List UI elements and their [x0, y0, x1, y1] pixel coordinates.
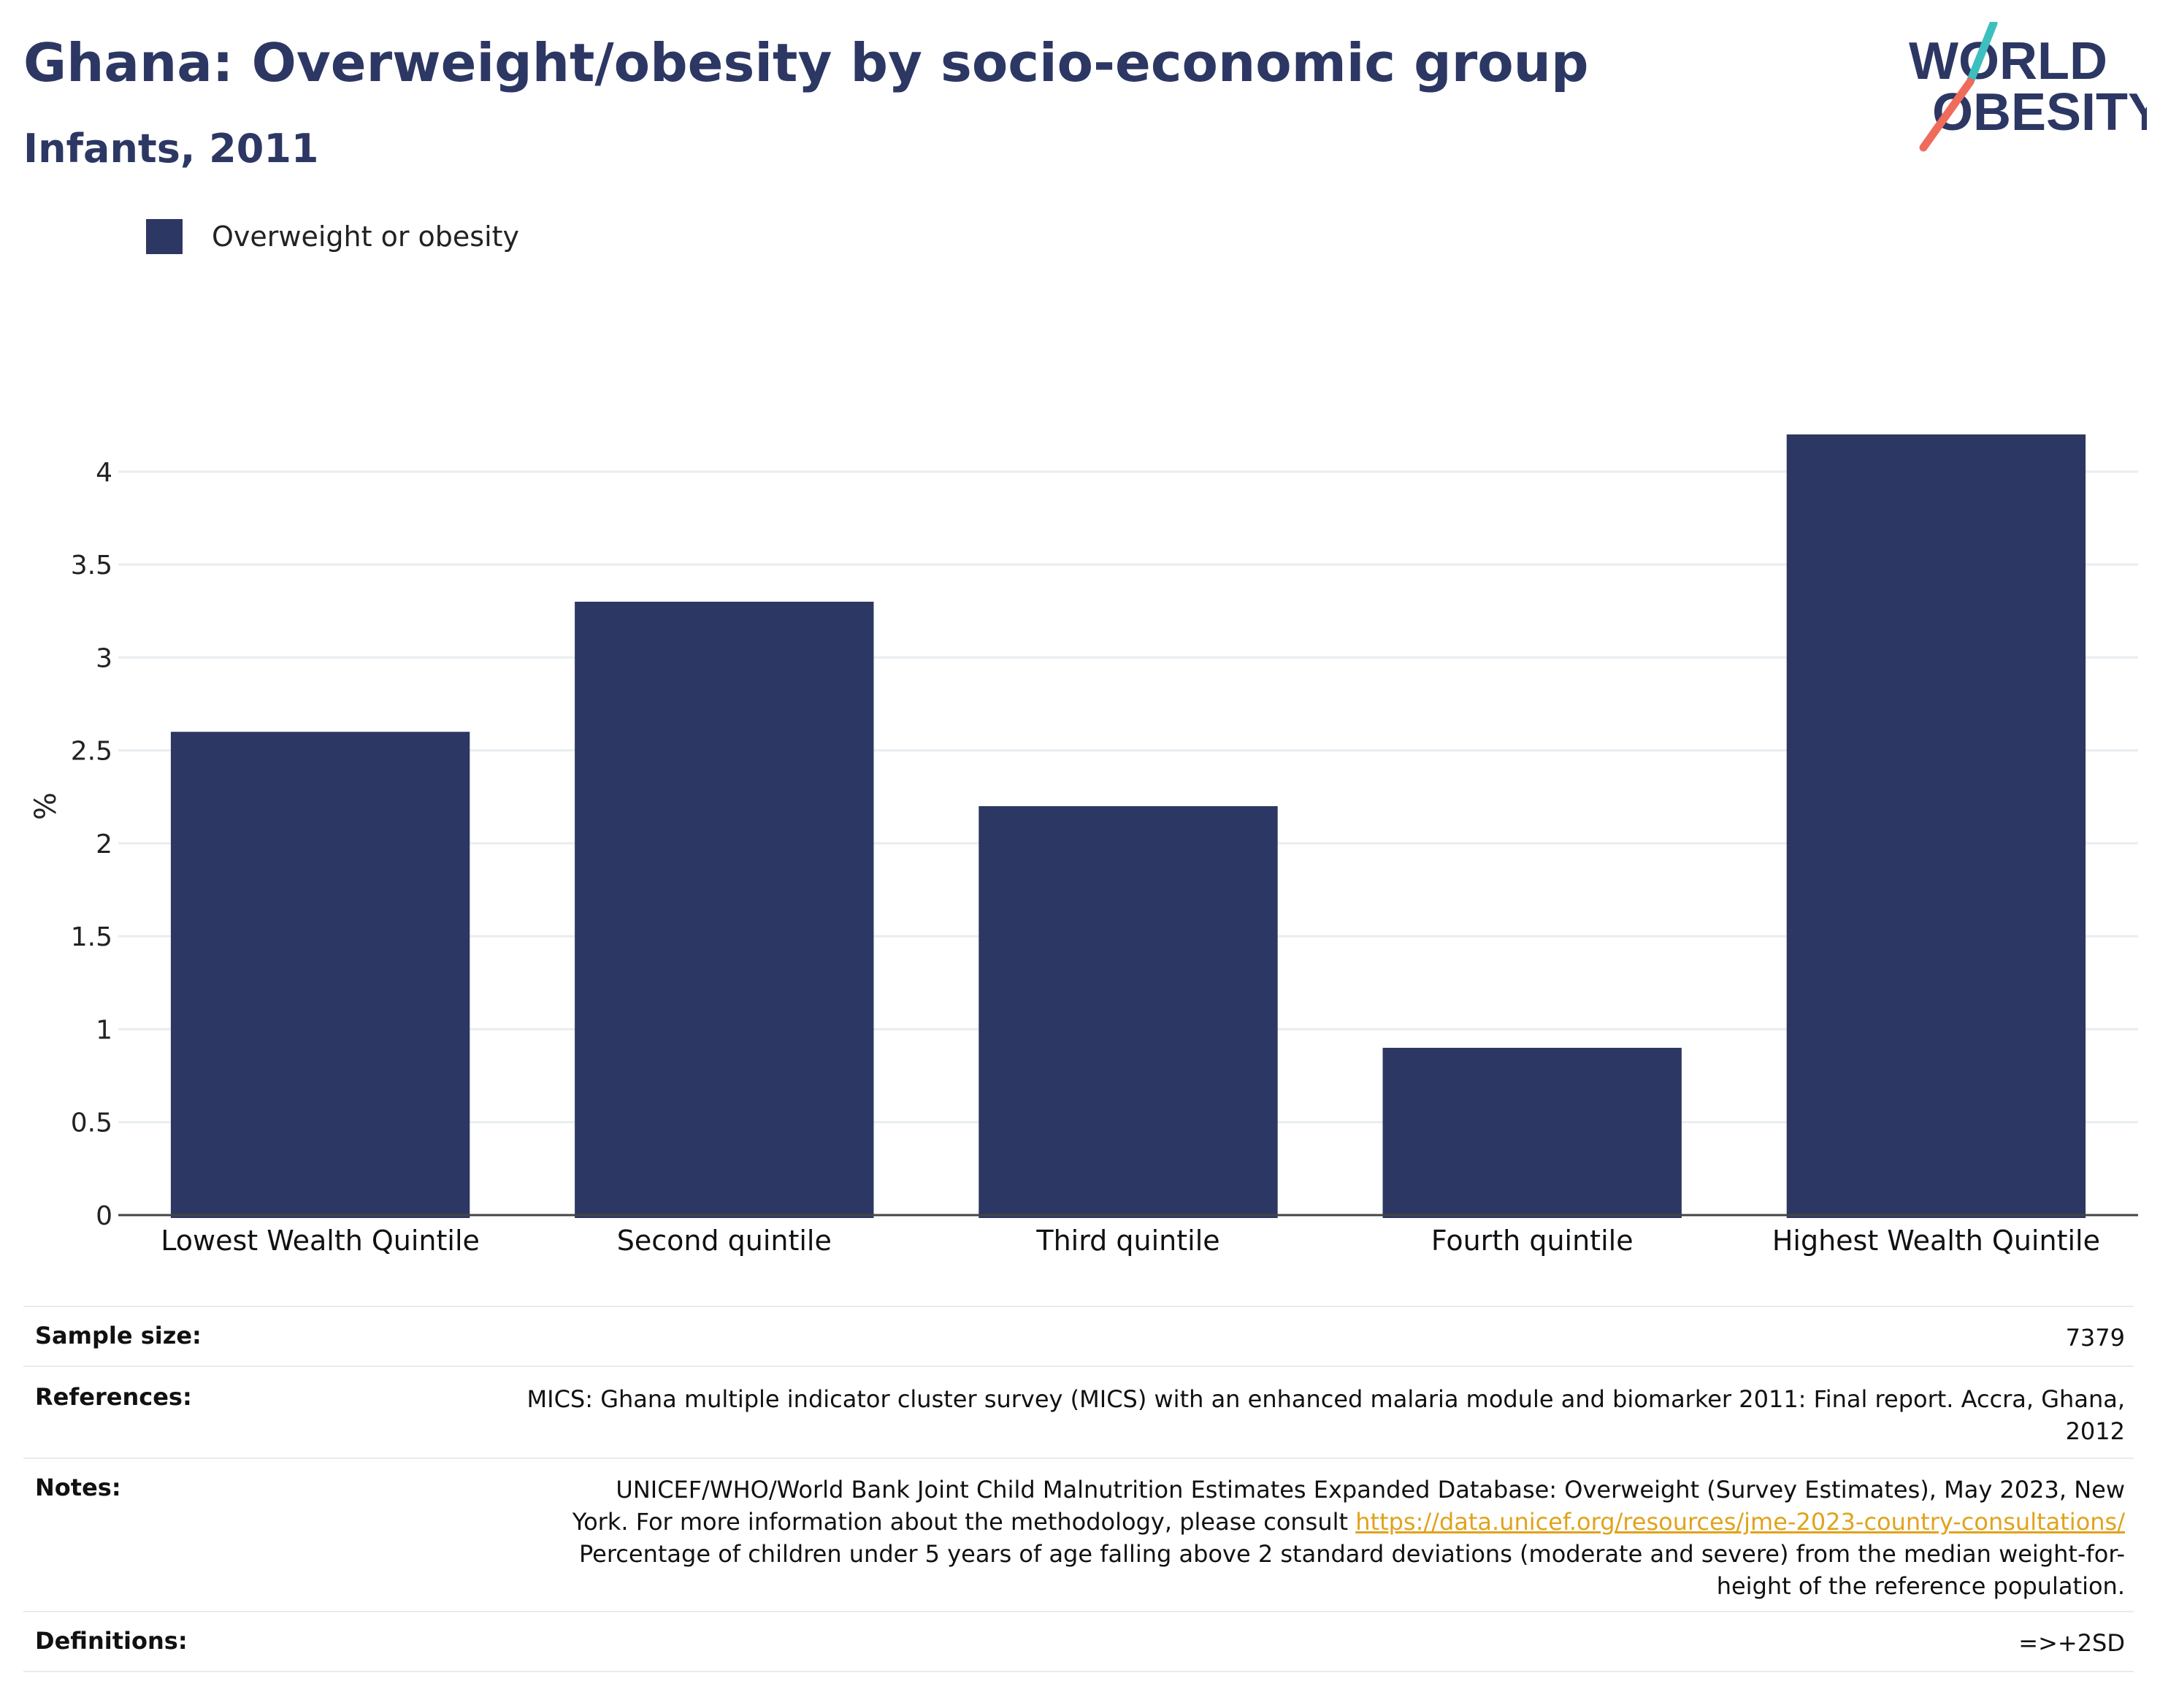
- references-label: References:: [35, 1383, 192, 1411]
- methodology-link[interactable]: https://data.unicef.org/resources/jme-20…: [1355, 1508, 2125, 1536]
- y-tick-label: 0: [96, 1201, 112, 1231]
- chart-legend: Overweight or obesity: [146, 216, 519, 257]
- bar: [575, 602, 874, 1218]
- notes-line3: Percentage of children under 5 years of …: [579, 1540, 2125, 1568]
- y-tick-label: 1: [96, 1015, 112, 1045]
- page-title: Ghana: Overweight/obesity by socio-econo…: [23, 32, 1589, 93]
- y-tick-label: 0.5: [71, 1108, 112, 1138]
- definitions-value: =>+2SD: [2018, 1629, 2125, 1657]
- y-tick-label: 4: [96, 458, 112, 488]
- meta-divider: [23, 1306, 2134, 1307]
- bar: [1382, 1047, 1682, 1218]
- legend-swatch: [146, 219, 183, 254]
- y-tick-label: 3.5: [71, 551, 112, 581]
- y-tick-label: 2: [96, 830, 112, 859]
- meta-divider: [23, 1611, 2134, 1612]
- notes-line2-prefix: York. For more information about the met…: [572, 1508, 1356, 1536]
- x-tick-label: Second quintile: [617, 1225, 832, 1257]
- meta-divider: [23, 1458, 2134, 1459]
- x-tick-label: Third quintile: [1035, 1225, 1219, 1257]
- notes-line4: height of the reference population.: [1716, 1572, 2125, 1600]
- y-tick-label: 2.5: [71, 737, 112, 767]
- y-tick-label: 1.5: [71, 922, 112, 952]
- meta-divider: [23, 1366, 2134, 1367]
- references-line1: MICS: Ghana multiple indicator cluster s…: [526, 1385, 2125, 1413]
- logo-slash-bottom: [1919, 77, 1975, 152]
- notes-label: Notes:: [35, 1474, 121, 1501]
- logo-line2: OBESITY: [1932, 83, 2147, 142]
- logo-line1: WORLD: [1909, 32, 2107, 91]
- y-tick-label: 3: [96, 643, 112, 673]
- world-obesity-logo: WORLD OBESITY: [1909, 22, 2147, 152]
- sample-size-value: 7379: [2065, 1324, 2125, 1352]
- x-tick-label: Fourth quintile: [1431, 1225, 1634, 1257]
- sample-size-label: Sample size:: [35, 1322, 202, 1349]
- references-line2: 2012: [2065, 1417, 2125, 1445]
- page-subtitle: Infants, 2011: [23, 126, 319, 172]
- logo-slash-top: [1966, 22, 1998, 86]
- bar-chart: 0 0.5 1 1.5 2 2.5 3 3.5 4% Lowest Wealth Quintile…: [29, 434, 2138, 1257]
- y-axis-title: %: [29, 792, 63, 820]
- legend-label: Overweight or obesity: [212, 221, 520, 253]
- notes-line2: York. For more information about the met…: [572, 1506, 2125, 1538]
- meta-divider: [23, 1671, 2134, 1672]
- notes-line1: UNICEF/WHO/World Bank Joint Child Malnut…: [616, 1476, 2125, 1504]
- x-tick-label: Lowest Wealth Quintile: [161, 1225, 480, 1257]
- bar: [978, 806, 1278, 1218]
- definitions-label: Definitions:: [35, 1627, 188, 1655]
- notes-value: UNICEF/WHO/World Bank Joint Child Malnut…: [572, 1474, 2125, 1602]
- bar: [170, 732, 470, 1218]
- bar: [1786, 434, 2086, 1218]
- references-value: MICS: Ghana multiple indicator cluster s…: [527, 1383, 2125, 1447]
- x-tick-label: Highest Wealth Quintile: [1772, 1225, 2100, 1257]
